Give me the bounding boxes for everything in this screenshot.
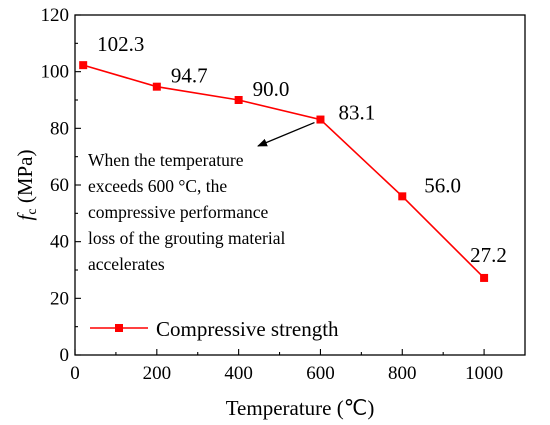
annotation-line-1: When the temperature (88, 150, 244, 170)
y-axis-symbol: f (13, 211, 37, 220)
legend: Compressive strength (90, 317, 339, 341)
y-tick-label: 120 (41, 5, 70, 26)
annotation-line-3: compressive performance (88, 202, 268, 222)
y-axis-subscript: c (25, 208, 40, 214)
data-point (398, 192, 407, 201)
x-tick-label: 0 (70, 363, 80, 384)
data-labels: 102.3 94.7 90.0 83.1 56.0 27.2 (97, 32, 507, 267)
annotation: When the temperature exceeds 600 °C, the… (88, 121, 315, 274)
y-axis: 0 20 40 60 80 100 120 (41, 5, 81, 366)
data-point (480, 273, 489, 282)
x-tick-label: 400 (224, 363, 253, 384)
data-label: 56.0 (424, 173, 461, 197)
data-label: 90.0 (253, 77, 290, 101)
data-point (316, 115, 325, 124)
data-point (79, 61, 88, 70)
data-label: 102.3 (97, 32, 144, 56)
y-tick-label: 80 (50, 118, 69, 139)
y-tick-label: 60 (50, 175, 69, 196)
legend-label: Compressive strength (156, 317, 339, 341)
data-label: 27.2 (470, 243, 507, 267)
data-point (152, 82, 161, 91)
y-tick-label: 20 (50, 288, 69, 309)
annotation-arrow (257, 121, 315, 147)
y-axis-title: fc (MPa) (13, 150, 40, 221)
annotation-line-5: accelerates (88, 254, 165, 274)
x-axis-title: Temperature (℃) (226, 396, 375, 420)
y-tick-label: 100 (41, 62, 70, 83)
data-label: 94.7 (171, 64, 208, 88)
annotation-line-4: loss of the grouting material (88, 228, 285, 248)
x-tick-label: 1000 (465, 363, 503, 384)
series-line (82, 64, 485, 279)
annotation-line-2: exceeds 600 °C, the (88, 176, 227, 196)
x-tick-label: 800 (388, 363, 417, 384)
data-label: 83.1 (338, 101, 375, 125)
y-axis-unit: (MPa) (13, 150, 37, 209)
x-tick-label: 200 (143, 363, 172, 384)
y-tick-label: 40 (50, 232, 69, 253)
series-compressive-strength (79, 61, 489, 282)
data-point (234, 96, 243, 104)
y-tick-label: 0 (60, 345, 70, 366)
x-tick-label: 600 (306, 363, 335, 384)
x-axis: 0 200 400 600 800 1000 (70, 349, 503, 384)
legend-marker (115, 324, 123, 332)
